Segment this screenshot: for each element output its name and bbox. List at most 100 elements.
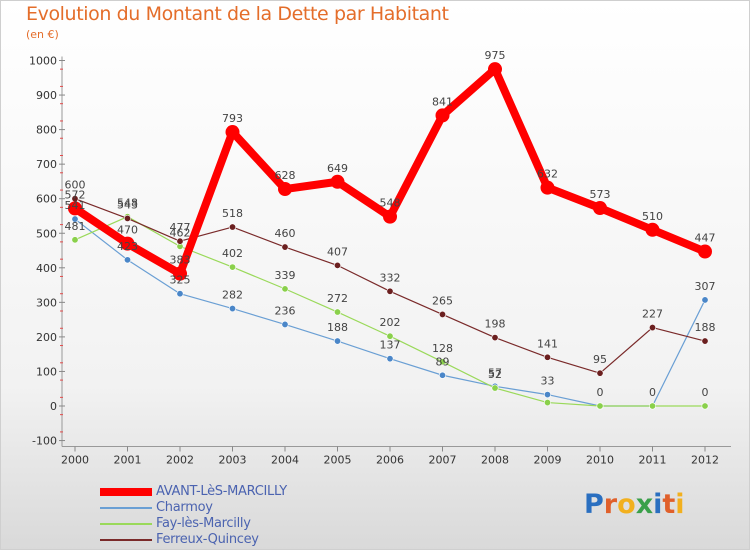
- data-point: [596, 369, 604, 377]
- x-tick-label: 2007: [429, 454, 457, 467]
- data-point: [278, 182, 292, 197]
- data-label: 649: [327, 162, 348, 175]
- legend-label: Ferreux-Quincey: [156, 532, 259, 547]
- logo-letter: i: [675, 489, 685, 520]
- data-point: [540, 180, 555, 195]
- data-point: [124, 214, 132, 222]
- data-point: [435, 108, 450, 123]
- data-label: 89: [436, 355, 450, 368]
- data-point: [383, 209, 397, 224]
- data-point: [124, 256, 132, 264]
- data-label: 188: [327, 321, 348, 334]
- data-label: 188: [695, 321, 716, 334]
- legend-swatch: [100, 523, 152, 525]
- data-point: [438, 371, 446, 379]
- y-tick-label: 200: [36, 331, 57, 344]
- data-label: 470: [117, 224, 138, 237]
- legend-swatch: [100, 507, 152, 509]
- y-tick-label: 0: [50, 400, 57, 413]
- data-label: 462: [170, 226, 191, 239]
- data-label: 236: [275, 304, 296, 317]
- x-tick-label: 2001: [114, 454, 142, 467]
- data-label: 628: [275, 169, 296, 182]
- legend-label: AVANT-LèS-MARCILLY: [156, 484, 287, 499]
- data-point: [438, 358, 446, 366]
- data-point: [333, 261, 341, 269]
- data-point: [438, 310, 446, 318]
- logo-letter: o: [617, 489, 636, 520]
- y-tick-label: 600: [36, 193, 57, 206]
- data-label: 447: [695, 232, 716, 245]
- data-point: [173, 266, 187, 281]
- y-tick-label: 500: [36, 227, 57, 240]
- data-point: [330, 174, 345, 189]
- logo-letter: P: [584, 489, 604, 520]
- data-point: [491, 384, 499, 392]
- data-label: 975: [485, 49, 506, 62]
- data-label: 423: [117, 240, 138, 253]
- y-tick-label: 700: [36, 158, 57, 171]
- data-label: 332: [380, 271, 401, 284]
- data-point: [543, 399, 551, 407]
- data-point: [701, 337, 709, 345]
- data-point: [596, 402, 604, 410]
- series-line: [71, 65, 709, 278]
- data-point: [68, 201, 82, 216]
- data-label: 227: [642, 308, 663, 321]
- data-point: [648, 324, 656, 332]
- data-label: 128: [432, 342, 453, 355]
- series-line: [74, 218, 706, 407]
- data-point: [333, 337, 341, 345]
- y-tick-label: 100: [36, 365, 57, 378]
- data-label: 481: [65, 220, 86, 233]
- data-label: 541: [65, 199, 86, 212]
- data-point: [593, 201, 607, 216]
- logo-letter: i: [653, 489, 663, 520]
- data-point: [645, 222, 660, 237]
- data-label: 265: [432, 294, 453, 307]
- data-label: 95: [593, 353, 607, 366]
- y-tick-label: 900: [36, 89, 57, 102]
- x-tick-label: 2004: [271, 454, 299, 467]
- data-label: 33: [541, 375, 555, 388]
- data-point: [543, 353, 551, 361]
- data-label: 339: [275, 269, 296, 282]
- data-label: 198: [485, 318, 506, 331]
- data-point: [120, 236, 135, 251]
- data-label: 477: [170, 221, 191, 234]
- data-label: 407: [327, 245, 348, 258]
- data-point: [281, 285, 289, 293]
- data-label: 282: [222, 289, 243, 302]
- data-label: 548: [380, 197, 401, 210]
- data-label: 600: [65, 179, 86, 192]
- data-point: [281, 320, 289, 328]
- data-label: 137: [380, 339, 401, 352]
- data-point: [229, 305, 237, 313]
- data-label: 841: [432, 95, 453, 108]
- y-tick-label: 400: [36, 262, 57, 275]
- data-point: [386, 287, 394, 295]
- data-label: 460: [275, 227, 296, 240]
- data-point: [543, 391, 551, 399]
- chart-title: Evolution du Montant de la Dette par Hab…: [26, 3, 449, 25]
- proxiti-logo: Proxiti: [584, 489, 685, 520]
- data-point: [386, 355, 394, 363]
- logo-letter: t: [662, 489, 676, 520]
- data-label: 543: [117, 198, 138, 211]
- data-point: [281, 243, 289, 251]
- data-label: 0: [702, 386, 709, 399]
- data-point: [71, 236, 79, 244]
- y-tick-label: 300: [36, 296, 57, 309]
- data-point: [701, 402, 709, 410]
- data-point: [229, 223, 237, 231]
- x-tick-label: 2003: [219, 454, 247, 467]
- x-tick-label: 2010: [586, 454, 614, 467]
- x-tick-label: 2006: [376, 454, 404, 467]
- data-label: 572: [65, 188, 86, 201]
- series-line: [74, 216, 706, 407]
- y-tick-label: -100: [32, 435, 57, 448]
- x-tick-label: 2009: [534, 454, 562, 467]
- data-point: [701, 296, 709, 304]
